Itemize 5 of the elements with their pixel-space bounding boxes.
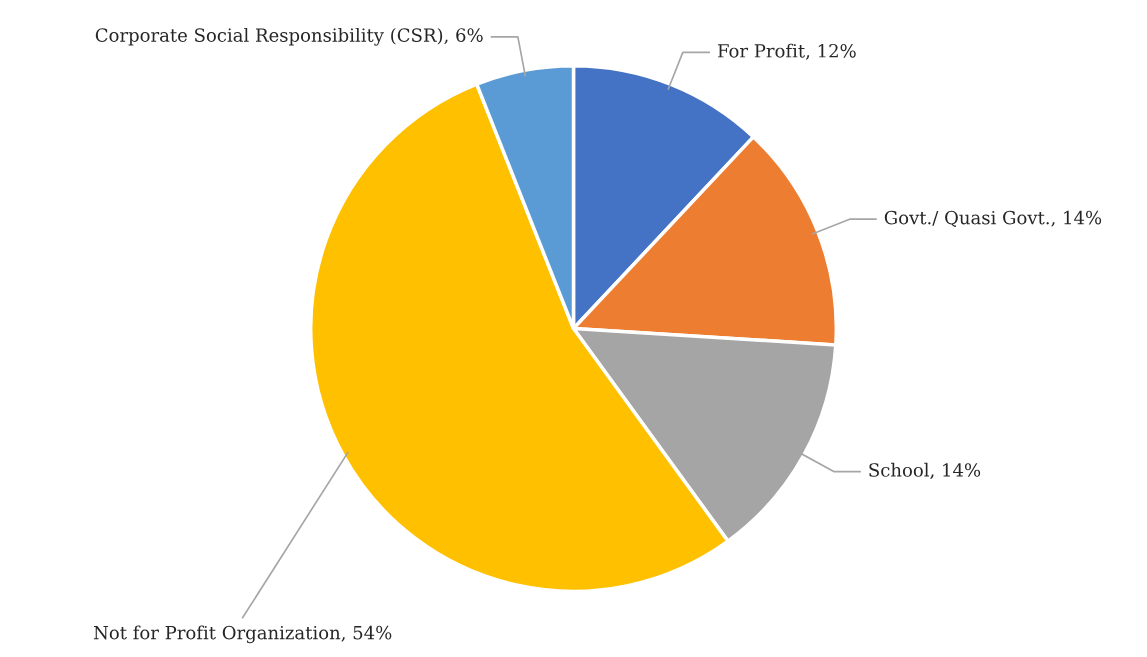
- slice-label: Govt./ Quasi Govt., 14%: [884, 210, 1102, 228]
- slice-label: Not for Profit Organization, 54%: [93, 625, 392, 644]
- slice-label: For Profit, 12%: [717, 43, 856, 60]
- slice-label: School, 14%: [869, 462, 981, 480]
- slice-label: Corporate Social Responsibility (CSR), 6%: [95, 27, 483, 46]
